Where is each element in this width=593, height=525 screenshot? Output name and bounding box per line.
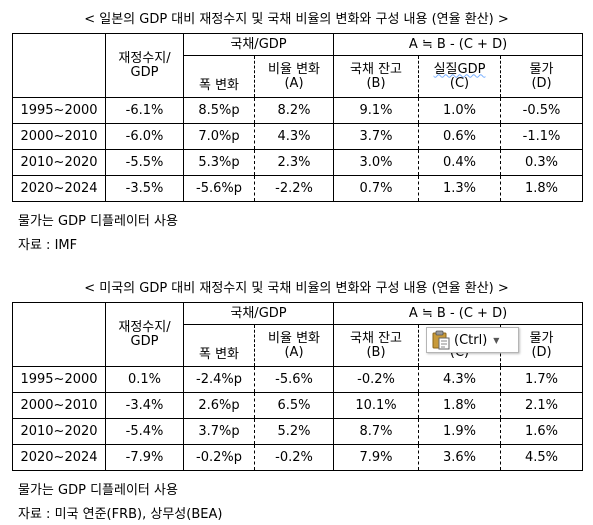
cell-period: 1995~2000: [12, 366, 106, 393]
cell-stock: 9.1%: [333, 97, 420, 124]
table-row: 2010~2020 -5.5% 5.3%p 2.3% 3.0% 0.4% 0.3…: [12, 149, 584, 176]
cell-fiscal: 0.1%: [105, 366, 184, 393]
cell-period: 2010~2020: [12, 149, 106, 176]
paste-options-button[interactable]: (Ctrl) ▼: [426, 327, 519, 353]
header-formula: A ≒ B - (C + D): [333, 33, 584, 56]
cell-ratio: -2.2%: [253, 175, 335, 202]
cell-ratio: 5.2%: [253, 418, 335, 445]
cell-fiscal: -6.0%: [105, 123, 184, 150]
cell-ratio: -5.6%: [253, 366, 335, 393]
cell-price: 4.5%: [500, 444, 584, 471]
table-row: 2000~2010 -3.4% 2.6%p 6.5% 10.1% 1.8% 2.…: [12, 392, 584, 419]
cell-period: 2000~2010: [12, 392, 106, 419]
cell-ratio: 6.5%: [253, 392, 335, 419]
cell-width: 8.5%p: [183, 97, 255, 124]
cell-ratio: 8.2%: [253, 97, 335, 124]
table2-caption: < 미국의 GDP 대비 재정수지 및 국채 비율의 변화와 구성 내용 (연율…: [84, 281, 509, 296]
cell-real-gdp: 4.3%: [418, 366, 502, 393]
cell-period: 2000~2010: [12, 123, 106, 150]
cell-width: -2.4%p: [183, 366, 255, 393]
cell-ratio: -0.2%: [253, 444, 335, 471]
cell-stock: 7.9%: [333, 444, 420, 471]
header-debt-gdp: 국채/GDP: [182, 33, 335, 56]
cell-width: 2.6%p: [183, 392, 255, 419]
header-empty: [12, 33, 106, 98]
table-row: 1995~2000 -6.1% 8.5%p 8.2% 9.1% 1.0% -0.…: [12, 97, 584, 124]
header-real-gdp: 실질GDP (C): [418, 55, 502, 98]
cell-stock: 10.1%: [333, 392, 420, 419]
cell-width: -0.2%p: [183, 444, 255, 471]
cell-stock: 0.7%: [333, 175, 420, 202]
cell-real-gdp: 1.0%: [418, 97, 502, 124]
cell-width: -5.6%p: [183, 175, 255, 202]
cell-period: 2010~2020: [12, 418, 106, 445]
header-width-change: 폭 변화: [183, 324, 255, 367]
cell-stock: 8.7%: [333, 418, 420, 445]
chevron-down-icon: ▼: [493, 335, 500, 345]
header-formula: A ≒ B - (C + D): [333, 302, 584, 325]
cell-fiscal: -7.9%: [105, 444, 184, 471]
cell-width: 5.3%p: [183, 149, 255, 176]
cell-price: -1.1%: [500, 123, 584, 150]
cell-price: 2.1%: [500, 392, 584, 419]
paste-options-label: (Ctrl): [454, 332, 488, 348]
table2-note: 물가는 GDP 디플레이터 사용: [18, 483, 178, 498]
cell-stock: 3.0%: [333, 149, 420, 176]
header-fiscal-balance: 재정수지/ GDP: [105, 302, 184, 367]
japan-table: 재정수지/ GDP 국채/GDP A ≒ B - (C + D) 폭 변화 비율…: [12, 33, 584, 202]
header-ratio-change: 비율 변화 (A): [253, 324, 335, 367]
table1-note: 물가는 GDP 디플레이터 사용: [18, 214, 178, 229]
cell-stock: 3.7%: [333, 123, 420, 150]
cell-price: 0.3%: [500, 149, 584, 176]
cell-period: 2020~2024: [12, 444, 106, 471]
cell-real-gdp: 1.9%: [418, 418, 502, 445]
cell-real-gdp: 0.6%: [418, 123, 502, 150]
cell-ratio: 2.3%: [253, 149, 335, 176]
cell-stock: -0.2%: [333, 366, 420, 393]
cell-real-gdp: 3.6%: [418, 444, 502, 471]
cell-price: 1.8%: [500, 175, 584, 202]
cell-period: 1995~2000: [12, 97, 106, 124]
table-row: 2020~2024 -3.5% -5.6%p -2.2% 0.7% 1.3% 1…: [12, 175, 584, 202]
cell-fiscal: -5.4%: [105, 418, 184, 445]
table-row: 2000~2010 -6.0% 7.0%p 4.3% 3.7% 0.6% -1.…: [12, 123, 584, 150]
cell-fiscal: -5.5%: [105, 149, 184, 176]
cell-fiscal: -3.4%: [105, 392, 184, 419]
cell-width: 7.0%p: [183, 123, 255, 150]
cell-period: 2020~2024: [12, 175, 106, 202]
us-table: 재정수지/ GDP 국채/GDP A ≒ B - (C + D) 폭 변화 비율…: [12, 302, 584, 471]
header-width-change: 폭 변화: [183, 55, 255, 98]
table1-source: 자료 : IMF: [18, 238, 78, 253]
cell-price: 1.7%: [500, 366, 584, 393]
header-debt-gdp: 국채/GDP: [182, 302, 335, 325]
cell-price: 1.6%: [500, 418, 584, 445]
clipboard-icon: [432, 330, 450, 350]
header-debt-stock: 국채 잔고 (B): [333, 55, 420, 98]
cell-real-gdp: 0.4%: [418, 149, 502, 176]
cell-real-gdp: 1.8%: [418, 392, 502, 419]
table1-caption: < 일본의 GDP 대비 재정수지 및 국채 비율의 변화와 구성 내용 (연율…: [84, 12, 509, 27]
header-fiscal-balance: 재정수지/ GDP: [105, 33, 184, 98]
cell-ratio: 4.3%: [253, 123, 335, 150]
cell-real-gdp: 1.3%: [418, 175, 502, 202]
cell-price: -0.5%: [500, 97, 584, 124]
header-ratio-change: 비율 변화 (A): [253, 55, 335, 98]
table-row: 2020~2024 -7.9% -0.2%p -0.2% 7.9% 3.6% 4…: [12, 444, 584, 471]
cell-fiscal: -6.1%: [105, 97, 184, 124]
header-price: 물가 (D): [500, 55, 584, 98]
table2-source: 자료 : 미국 연준(FRB), 상무성(BEA): [18, 507, 223, 522]
cell-fiscal: -3.5%: [105, 175, 184, 202]
header-debt-stock: 국채 잔고 (B): [333, 324, 420, 367]
header-empty: [12, 302, 106, 367]
table-row: 1995~2000 0.1% -2.4%p -5.6% -0.2% 4.3% 1…: [12, 366, 584, 393]
table-row: 2010~2020 -5.4% 3.7%p 5.2% 8.7% 1.9% 1.6…: [12, 418, 584, 445]
cell-width: 3.7%p: [183, 418, 255, 445]
